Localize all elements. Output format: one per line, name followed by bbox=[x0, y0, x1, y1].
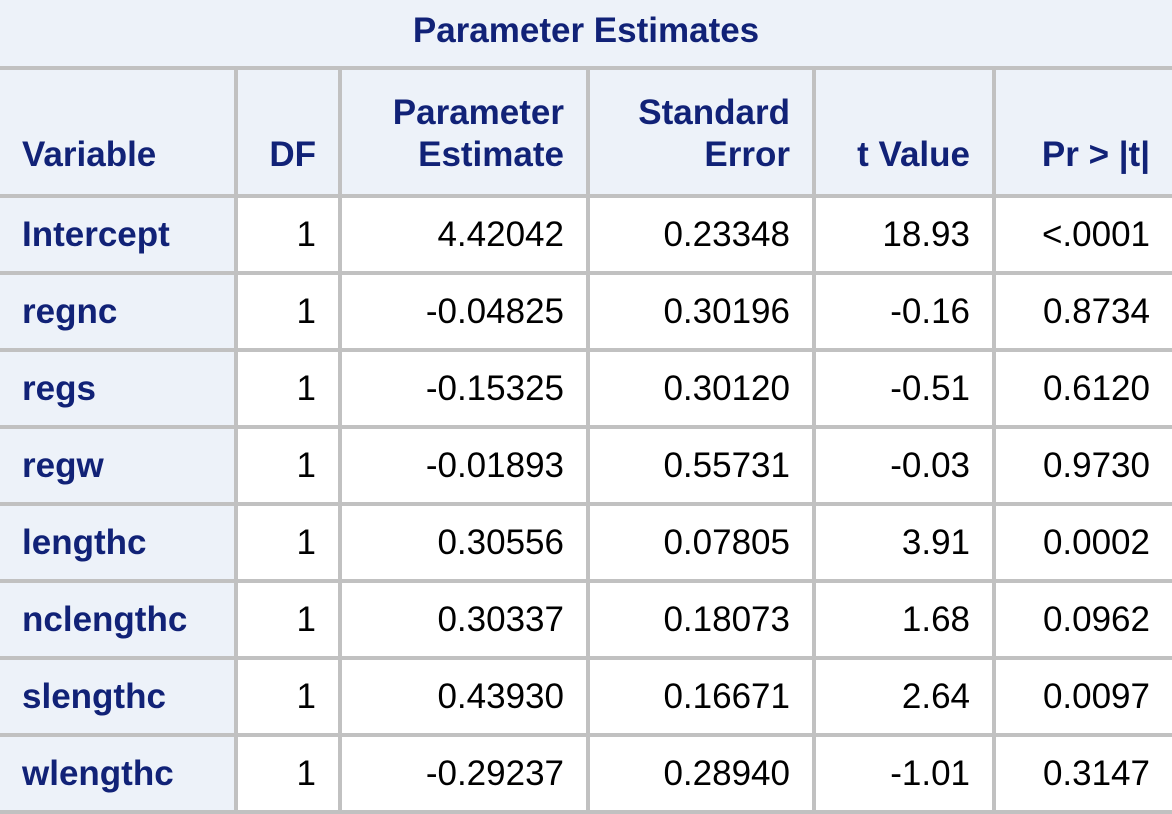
table-row: wlengthc 1 -0.29237 0.28940 -1.01 0.3147 bbox=[0, 733, 1172, 814]
table-row: slengthc 1 0.43930 0.16671 2.64 0.0097 bbox=[0, 656, 1172, 737]
row-estimate: -0.01893 bbox=[338, 425, 590, 506]
row-estimate: -0.15325 bbox=[338, 348, 590, 429]
row-tvalue: 18.93 bbox=[812, 194, 996, 275]
row-tvalue: 3.91 bbox=[812, 502, 996, 583]
table-row: lengthc 1 0.30556 0.07805 3.91 0.0002 bbox=[0, 502, 1172, 583]
row-tvalue: -0.51 bbox=[812, 348, 996, 429]
table-row: nclengthc 1 0.30337 0.18073 1.68 0.0962 bbox=[0, 579, 1172, 660]
row-pvalue: 0.0097 bbox=[992, 656, 1172, 737]
row-tvalue: -0.16 bbox=[812, 271, 996, 352]
header-t-value: t Value bbox=[812, 66, 996, 198]
row-variable: slengthc bbox=[0, 656, 238, 737]
row-pvalue: 0.0962 bbox=[992, 579, 1172, 660]
row-stderr: 0.30120 bbox=[586, 348, 816, 429]
row-df: 1 bbox=[234, 425, 342, 506]
row-variable: regs bbox=[0, 348, 238, 429]
row-estimate: 0.30337 bbox=[338, 579, 590, 660]
row-pvalue: 0.0002 bbox=[992, 502, 1172, 583]
row-stderr: 0.07805 bbox=[586, 502, 816, 583]
row-variable: regw bbox=[0, 425, 238, 506]
row-pvalue: <.0001 bbox=[992, 194, 1172, 275]
table-row: regs 1 -0.15325 0.30120 -0.51 0.6120 bbox=[0, 348, 1172, 429]
row-pvalue: 0.6120 bbox=[992, 348, 1172, 429]
header-variable: Variable bbox=[0, 66, 238, 198]
row-pvalue: 0.3147 bbox=[992, 733, 1172, 814]
row-stderr: 0.55731 bbox=[586, 425, 816, 506]
row-pvalue: 0.9730 bbox=[992, 425, 1172, 506]
row-df: 1 bbox=[234, 194, 342, 275]
row-df: 1 bbox=[234, 579, 342, 660]
table-row: Intercept 1 4.42042 0.23348 18.93 <.0001 bbox=[0, 194, 1172, 275]
table-title: Parameter Estimates bbox=[0, 0, 1172, 66]
row-stderr: 0.23348 bbox=[586, 194, 816, 275]
row-df: 1 bbox=[234, 733, 342, 814]
row-stderr: 0.16671 bbox=[586, 656, 816, 737]
header-df: DF bbox=[234, 66, 342, 198]
header-parameter-estimate: Parameter Estimate bbox=[338, 66, 590, 198]
row-df: 1 bbox=[234, 502, 342, 583]
row-tvalue: 1.68 bbox=[812, 579, 996, 660]
row-stderr: 0.30196 bbox=[586, 271, 816, 352]
row-df: 1 bbox=[234, 271, 342, 352]
row-estimate: 0.30556 bbox=[338, 502, 590, 583]
row-tvalue: 2.64 bbox=[812, 656, 996, 737]
row-df: 1 bbox=[234, 656, 342, 737]
parameter-estimates-table: Variable DF Parameter Estimate Standard … bbox=[0, 66, 1172, 814]
row-pvalue: 0.8734 bbox=[992, 271, 1172, 352]
row-stderr: 0.28940 bbox=[586, 733, 816, 814]
header-standard-error: Standard Error bbox=[586, 66, 816, 198]
row-estimate: -0.04825 bbox=[338, 271, 590, 352]
row-estimate: 0.43930 bbox=[338, 656, 590, 737]
row-tvalue: -1.01 bbox=[812, 733, 996, 814]
row-df: 1 bbox=[234, 348, 342, 429]
row-variable: nclengthc bbox=[0, 579, 238, 660]
row-variable: wlengthc bbox=[0, 733, 238, 814]
row-variable: lengthc bbox=[0, 502, 238, 583]
row-estimate: 4.42042 bbox=[338, 194, 590, 275]
header-row: Variable DF Parameter Estimate Standard … bbox=[0, 66, 1172, 198]
header-p-value: Pr > |t| bbox=[992, 66, 1172, 198]
row-stderr: 0.18073 bbox=[586, 579, 816, 660]
row-variable: Intercept bbox=[0, 194, 238, 275]
row-variable: regnc bbox=[0, 271, 238, 352]
row-estimate: -0.29237 bbox=[338, 733, 590, 814]
table-row: regw 1 -0.01893 0.55731 -0.03 0.9730 bbox=[0, 425, 1172, 506]
row-tvalue: -0.03 bbox=[812, 425, 996, 506]
table-row: regnc 1 -0.04825 0.30196 -0.16 0.8734 bbox=[0, 271, 1172, 352]
